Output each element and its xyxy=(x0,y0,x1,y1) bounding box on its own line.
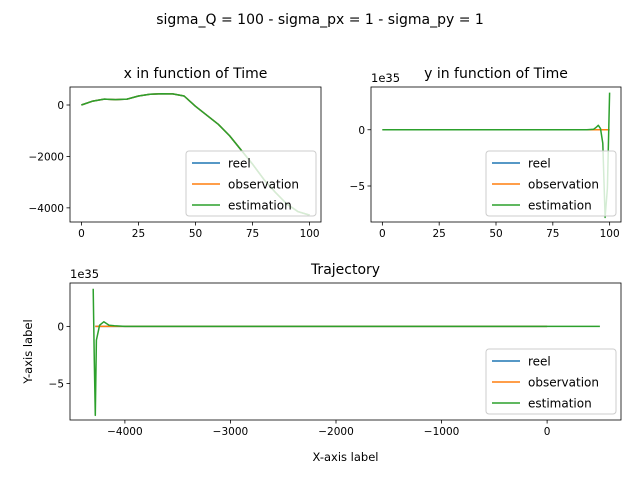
x-tick-label: 0 xyxy=(544,426,551,438)
legend-label-estimation: estimation xyxy=(228,199,292,213)
subplots: x in function of Time 0 25 50 75 100 0 −2000 −40… xyxy=(21,66,622,464)
x-tick-label: 75 xyxy=(546,228,559,240)
legend: reel observation estimation xyxy=(485,150,617,217)
x-tick-label: 50 xyxy=(489,228,502,240)
y-axis-label: Y-axis label xyxy=(21,319,35,384)
x-tick-label: 25 xyxy=(132,228,145,240)
x-tick-label: 100 xyxy=(300,228,320,240)
legend-label-reel: reel xyxy=(528,157,551,171)
x-tick-label: 0 xyxy=(379,228,386,240)
legend: reel observation estimation xyxy=(185,150,317,217)
y-offset-text: 1e35 xyxy=(371,71,400,85)
subplot-2: y in function of Time 0 25 50 75 100 0 −5 1e35 re… xyxy=(350,66,622,240)
series-line-estimation xyxy=(92,288,600,417)
subplot-title: x in function of Time xyxy=(124,66,268,82)
subplot-1: x in function of Time 0 25 50 75 100 0 −2000 −40… xyxy=(28,66,322,240)
legend-label-reel: reel xyxy=(528,355,551,369)
legend-label-estimation: estimation xyxy=(528,397,592,411)
x-tick-label: 75 xyxy=(246,228,259,240)
series-lines xyxy=(382,92,611,219)
legend-label-observation: observation xyxy=(528,376,599,390)
x-tick-label: 50 xyxy=(189,228,202,240)
legend-box xyxy=(185,150,317,217)
legend-box xyxy=(485,348,617,415)
subplot-title: y in function of Time xyxy=(424,66,568,82)
x-tick-label: −4000 xyxy=(107,426,143,438)
axes-frame xyxy=(69,282,622,421)
series-lines xyxy=(92,288,600,417)
y-tick-label: −5 xyxy=(350,181,365,193)
y-tick-label: 0 xyxy=(57,321,64,333)
x-tick-label: −1000 xyxy=(424,426,460,438)
legend-box xyxy=(485,150,617,217)
x-tick-label: 25 xyxy=(432,228,445,240)
legend-label-observation: observation xyxy=(228,178,299,192)
figure-suptitle: sigma_Q = 100 - sigma_px = 1 - sigma_py … xyxy=(156,12,484,28)
x-tick-label: 100 xyxy=(600,228,620,240)
subplot-title: Trajectory xyxy=(310,262,380,278)
legend-label-estimation: estimation xyxy=(528,199,592,213)
series-line-estimation xyxy=(382,92,611,219)
subplot-3: Trajectory −4000 −3000 −2000 −1000 0 0 −5 1e35 X-… xyxy=(21,262,622,464)
legend-label-reel: reel xyxy=(228,157,251,171)
y-tick-label: 0 xyxy=(57,100,64,112)
y-offset-text: 1e35 xyxy=(70,267,99,281)
x-tick-label: −3000 xyxy=(213,426,249,438)
legend: reel observation estimation xyxy=(485,348,617,415)
y-tick-label: −5 xyxy=(49,378,64,390)
y-tick-label: 0 xyxy=(358,125,365,137)
x-tick-label: −2000 xyxy=(318,426,354,438)
y-tick-label: −4000 xyxy=(28,203,64,215)
x-tick-label: 0 xyxy=(78,228,85,240)
legend-label-observation: observation xyxy=(528,178,599,192)
x-axis-label: X-axis label xyxy=(313,450,379,464)
y-tick-label: −2000 xyxy=(28,151,64,163)
